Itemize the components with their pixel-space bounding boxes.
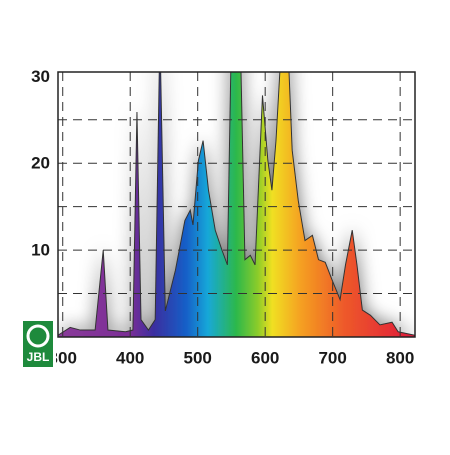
x-tick-label: 800 <box>386 348 414 367</box>
y-tick-label: 10 <box>31 241 50 260</box>
logo: JBL <box>20 318 56 370</box>
plot-frame <box>57 71 416 338</box>
x-tick-label: 600 <box>251 348 279 367</box>
y-tick-label: 30 <box>31 67 50 86</box>
logo-mark <box>26 324 50 348</box>
logo-box <box>23 321 53 367</box>
x-tick-label: 700 <box>318 348 346 367</box>
logo-text: JBL <box>27 350 50 364</box>
x-tick-label: 400 <box>116 348 144 367</box>
plot-area <box>58 72 415 337</box>
x-tick-label: 500 <box>184 348 212 367</box>
y-tick-label: 20 <box>31 154 50 173</box>
spectrum-area <box>58 72 415 337</box>
